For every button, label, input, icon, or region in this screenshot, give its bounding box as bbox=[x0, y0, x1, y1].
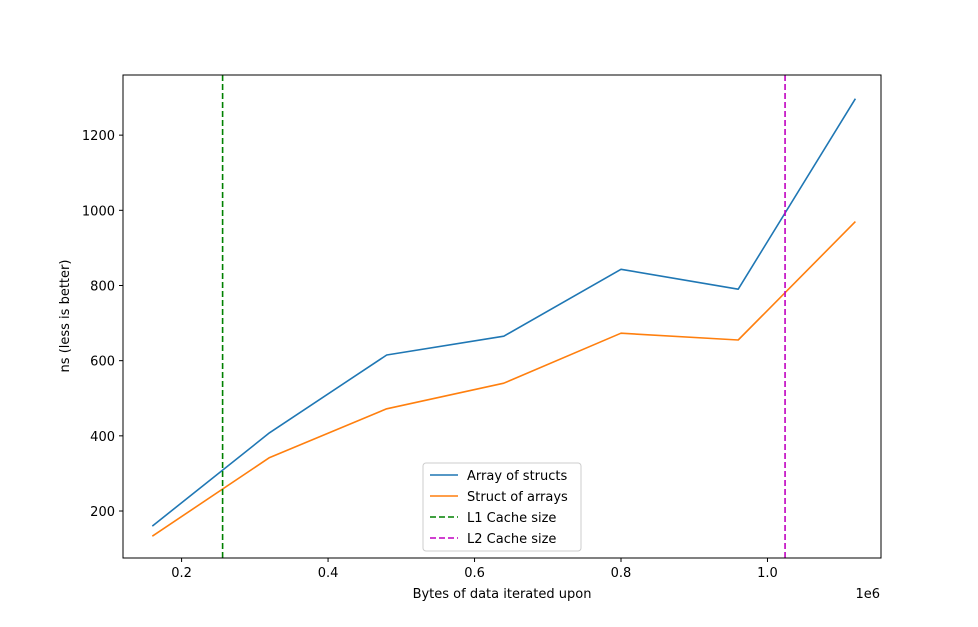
x-axis-ticks: 0.2 0.4 0.6 0.8 1.0 bbox=[171, 558, 778, 581]
series-line-0 bbox=[151, 98, 857, 527]
y-tick-label: 200 bbox=[90, 505, 115, 520]
y-tick-label: 800 bbox=[90, 279, 115, 294]
y-tick-label: 1000 bbox=[82, 204, 115, 219]
x-tick-label: 0.4 bbox=[318, 566, 339, 581]
legend-box bbox=[422, 462, 582, 552]
series-line-1 bbox=[151, 221, 856, 537]
series-lines bbox=[151, 98, 857, 537]
y-axis-ticks: 200 400 600 800 1000 1200 bbox=[82, 129, 123, 520]
y-tick-label: 600 bbox=[90, 355, 115, 370]
plot-frame bbox=[122, 74, 882, 559]
x-tick-label: 1.0 bbox=[757, 566, 778, 581]
legend-label: L1 Cache size bbox=[467, 511, 556, 526]
y-tick-label: 400 bbox=[90, 430, 115, 445]
x-axis-label: Bytes of data iterated upon bbox=[413, 587, 592, 602]
legend-label: L2 Cache size bbox=[467, 532, 556, 547]
y-tick-label: 1200 bbox=[82, 129, 115, 144]
y-axis-label: ns (less is better) bbox=[58, 260, 73, 373]
x-axis-offset-label: 1e6 bbox=[855, 587, 880, 602]
x-tick-label: 0.2 bbox=[171, 566, 192, 581]
legend-label: Struct of arrays bbox=[467, 490, 568, 505]
x-tick-label: 0.8 bbox=[611, 566, 632, 581]
legend-label: Array of structs bbox=[467, 469, 568, 484]
legend: Array of structs Struct of arrays L1 Cache… bbox=[422, 462, 582, 552]
x-tick-label: 0.6 bbox=[464, 566, 485, 581]
